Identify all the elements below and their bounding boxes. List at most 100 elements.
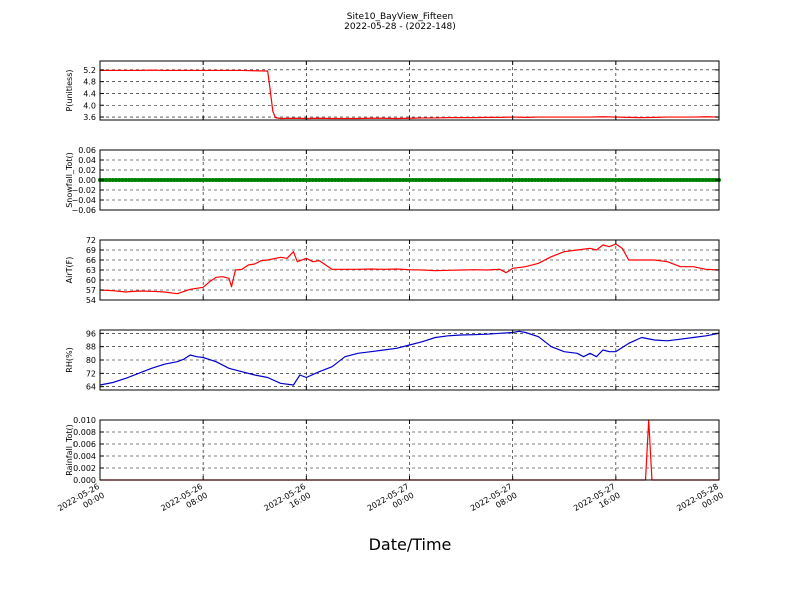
y-tick-label: 5.2 [83,66,96,75]
series-point [281,178,286,182]
series-point [201,178,206,182]
series-point [143,178,148,182]
series-point [255,178,260,182]
series-point [307,178,312,182]
x-tick-label: 2022-05-2716:00 [572,482,622,522]
y-tick-label: 3.6 [83,113,96,122]
series-point [394,178,399,182]
y-tick-label: −0.04 [71,196,96,205]
series-point [326,178,331,182]
y-axis-label: RH(%) [65,347,74,372]
series-point [288,178,293,182]
series-point [413,178,418,182]
series-point [378,178,383,182]
series-point [233,178,238,182]
series-point [194,178,199,182]
series-point [536,178,541,182]
x-tick-label: 2022-05-2608:00 [159,482,209,522]
series-point [165,178,170,182]
y-tick-label: 0.000 [73,476,96,485]
x-tick-label: 2022-05-2800:00 [675,482,725,522]
series-point [452,178,457,182]
series-point [291,178,296,182]
series-point [507,178,512,182]
series-point [249,178,254,182]
series-point [494,178,499,182]
series-point [104,178,109,182]
series-point [320,178,325,182]
series-point [459,178,464,182]
series-point [355,178,360,182]
series-point [646,178,651,182]
series-point [278,178,283,182]
series-point [123,178,128,182]
series-point [236,178,241,182]
y-axis-label: P(unitless) [65,69,74,111]
series-point [204,178,209,182]
series-point [375,178,380,182]
series-point [649,178,654,182]
series-point [655,178,660,182]
series-point [162,178,167,182]
series-point [117,178,122,182]
y-tick-label: 0.010 [73,416,96,425]
series-point [210,178,215,182]
series-point [617,178,622,182]
series-point [578,178,583,182]
series-point [359,178,364,182]
series-point [478,178,483,182]
series-point [546,178,551,182]
series-point [407,178,412,182]
series-point [397,178,402,182]
y-tick-label: 66 [86,256,96,265]
y-tick-label: 72 [86,236,96,245]
series-point [517,178,522,182]
y-tick-label: 4.8 [83,78,96,87]
series-point [423,178,428,182]
series-point [552,178,557,182]
series-point [368,178,373,182]
series-point [710,178,715,182]
series-point [662,178,667,182]
series-point [568,178,573,182]
series-point [436,178,441,182]
series-point [604,178,609,182]
series-point [497,178,502,182]
panel-2: −0.06−0.04−0.020.000.020.040.06 Snowfall_… [65,146,721,215]
y-axis-label: AirT(F) [65,257,74,284]
y-tick-label: 4.4 [83,89,96,98]
x-tick-label: 2022-05-2700:00 [366,482,416,522]
series-point [401,178,406,182]
series-point [259,178,264,182]
series-point [152,178,157,182]
series-point [272,178,277,182]
series-point [343,178,348,182]
series-point [636,178,641,182]
y-tick-label: 0.04 [78,156,96,165]
series-point [446,178,451,182]
y-tick-label: 4.0 [83,101,96,110]
series-point [314,178,319,182]
y-tick-label: 72 [86,369,96,378]
series-point [500,178,505,182]
series-point [239,178,244,182]
panel-4: 64 72 80 88 96 RH(%) [65,329,720,392]
series-point [178,178,183,182]
series-point [114,178,119,182]
y-tick-label: 0.002 [73,464,96,473]
series-point [455,178,460,182]
y-tick-label: −0.06 [71,206,96,215]
y-tick-label: 0.00 [78,176,96,185]
series-point [175,178,180,182]
series-point [230,178,235,182]
series-line [99,330,720,386]
series-point [310,178,315,182]
series-point [252,178,257,182]
series-point [381,178,386,182]
series-point [565,178,570,182]
series-point [133,178,138,182]
y-axis-label: Rainfall_Tot() [65,424,74,476]
series-point [391,178,396,182]
series-point [488,178,493,182]
